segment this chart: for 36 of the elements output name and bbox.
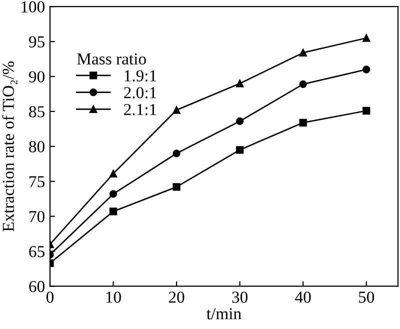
point bbox=[362, 106, 370, 115]
x-tick-label: 20 bbox=[168, 292, 184, 303]
point bbox=[362, 34, 370, 42]
x-tick-label: 30 bbox=[232, 292, 248, 303]
point bbox=[236, 146, 244, 154]
point bbox=[299, 80, 307, 88]
point bbox=[236, 80, 244, 88]
y-tick-label: 80 bbox=[29, 141, 45, 152]
y-tick-label: 65 bbox=[29, 246, 44, 258]
point bbox=[362, 66, 370, 74]
point bbox=[172, 150, 180, 158]
legend-label: 1.9:1 bbox=[124, 70, 156, 82]
point bbox=[172, 183, 180, 191]
point bbox=[109, 190, 118, 198]
x-tick-label: 0 bbox=[46, 292, 54, 303]
x-tick-label: 10 bbox=[106, 292, 121, 303]
y-tick-label: 85 bbox=[29, 106, 44, 118]
point bbox=[299, 48, 307, 57]
y-tick-label: 95 bbox=[29, 36, 44, 48]
x-tick-label: 40 bbox=[295, 292, 311, 303]
y-tick-label: 75 bbox=[30, 176, 44, 188]
legend-label: 2.0:1 bbox=[124, 87, 156, 98]
y-tick-label: 70 bbox=[30, 211, 45, 222]
x-tick-label: 50 bbox=[359, 292, 374, 303]
y-tick-label: 100 bbox=[22, 1, 45, 13]
point bbox=[299, 118, 307, 126]
point bbox=[236, 117, 244, 126]
y-axis-title: Extraction rate of TiO₂/% bbox=[2, 61, 18, 232]
point bbox=[172, 106, 180, 114]
x-axis-title: t/min bbox=[206, 308, 242, 320]
legend-label: 2.1:1 bbox=[124, 104, 156, 116]
y-tick-label: 60 bbox=[29, 280, 45, 292]
y-tick-label: 90 bbox=[29, 71, 45, 82]
point bbox=[109, 170, 118, 178]
legend-title: Mass ratio bbox=[77, 53, 146, 65]
point bbox=[109, 208, 118, 216]
